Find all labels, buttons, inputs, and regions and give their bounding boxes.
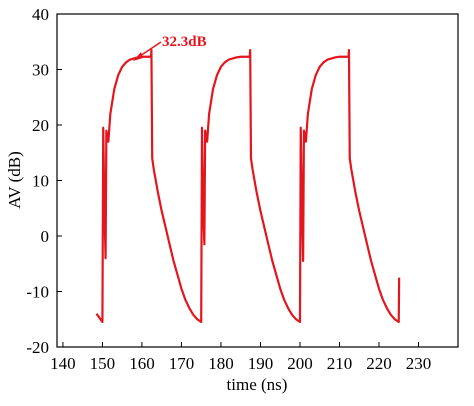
data-line — [95, 48, 401, 324]
y-tick-label: 20 — [32, 116, 49, 135]
annotation: 32.3dB — [162, 34, 207, 50]
x-tick-label: 170 — [169, 354, 195, 373]
x-tick-label: 190 — [248, 354, 274, 373]
x-tick-label: 160 — [129, 354, 155, 373]
y-tick-label: 10 — [32, 172, 49, 191]
y-tick-label: 30 — [32, 61, 49, 80]
x-tick-label: 140 — [50, 354, 76, 373]
plot-frame — [56, 13, 459, 348]
x-tick-label: 150 — [90, 354, 116, 373]
x-tick-label: 210 — [327, 354, 353, 373]
y-axis-label: AV (dB) — [5, 151, 24, 208]
y-tick-label: 40 — [32, 5, 49, 24]
x-tick-label: 200 — [287, 354, 313, 373]
y-tick-label: -10 — [26, 283, 49, 302]
x-axis-label: time (ns) — [227, 375, 288, 394]
x-tick-label: 230 — [406, 354, 432, 373]
x-tick-label: 220 — [366, 354, 392, 373]
x-tick-label: 180 — [208, 354, 234, 373]
y-tick-label: 0 — [41, 227, 50, 246]
y-tick-label: -20 — [26, 338, 49, 357]
